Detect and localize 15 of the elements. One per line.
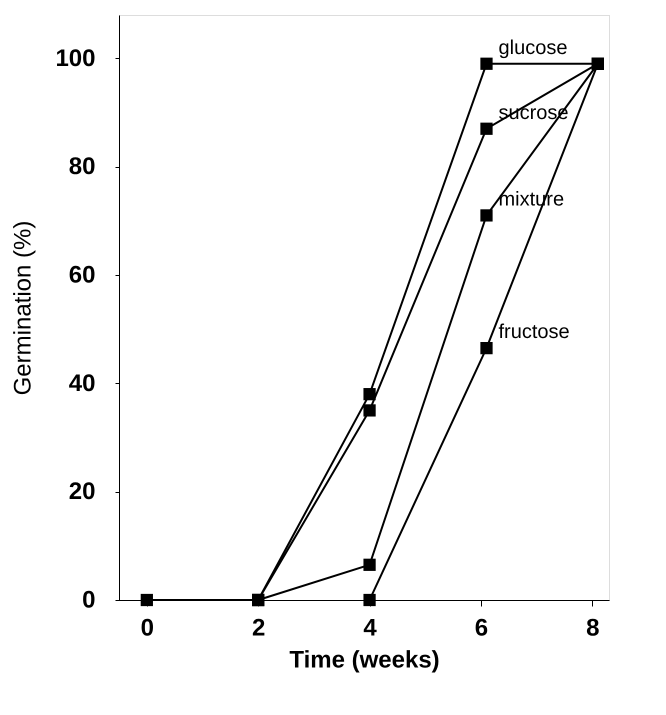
x-tick-label: 4: [363, 614, 378, 642]
y-tick-label: 40: [68, 370, 96, 397]
y-axis-title: Germination (%): [9, 220, 36, 396]
x-tick-label: 6: [474, 614, 488, 642]
y-tick-label: 20: [68, 478, 96, 506]
y-tick-label: 0: [82, 586, 96, 614]
x-tick-label: 2: [252, 614, 266, 642]
series-label: glucose: [498, 36, 568, 59]
y-tick-label: 80: [68, 153, 96, 180]
y-tick-label: 60: [68, 262, 96, 288]
x-tick-label: 0: [140, 614, 154, 642]
x-tick-label: 8: [586, 614, 600, 642]
y-tick-label: 100: [55, 44, 96, 72]
x-axis-title: Time (weeks): [289, 646, 440, 674]
series-label: fructose: [498, 321, 570, 344]
